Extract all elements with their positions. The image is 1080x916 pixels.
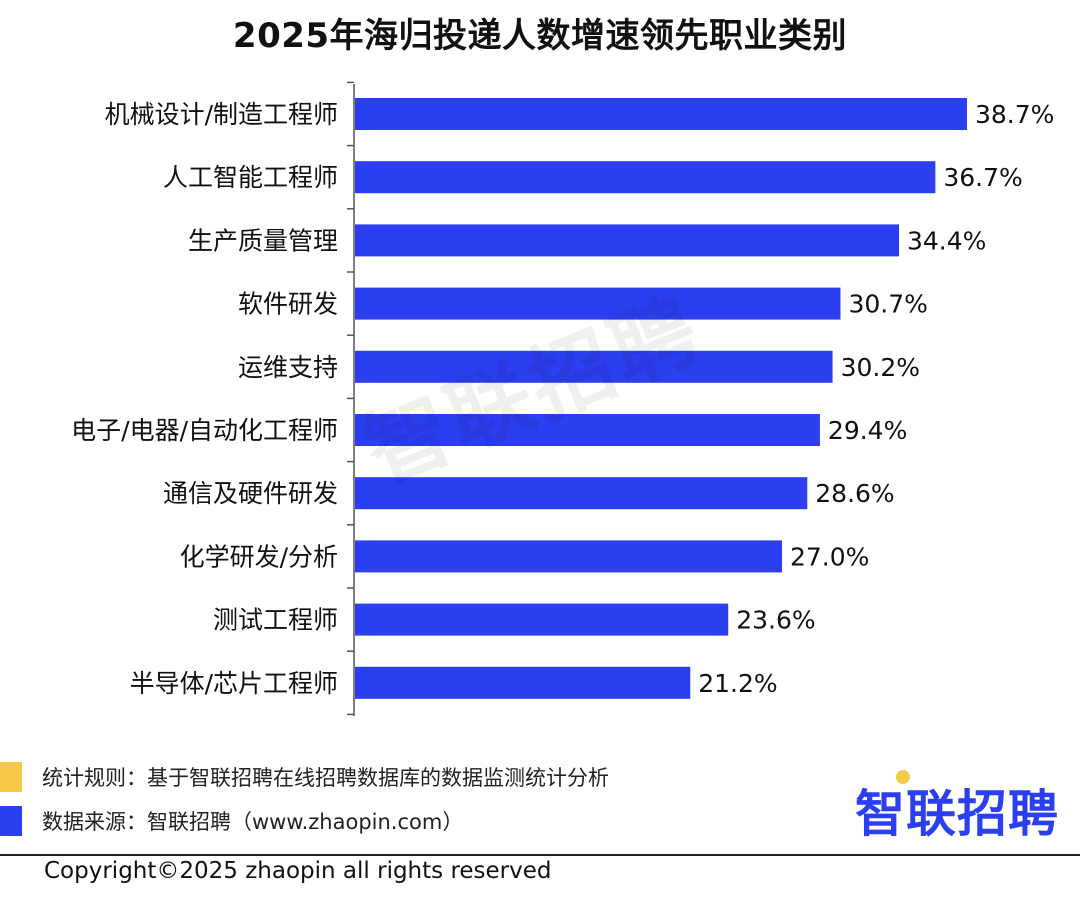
bar: [355, 98, 967, 130]
category-label: 软件研发: [238, 290, 338, 319]
bar: [355, 414, 820, 446]
category-label: 生产质量管理: [188, 226, 338, 255]
zhaopin-logo: 智联招聘: [855, 785, 1059, 843]
chart-title: 2025年海归投递人数增速领先职业类别: [232, 16, 848, 56]
category-label: 半导体/芯片工程师: [130, 669, 338, 698]
logo-dot-icon: [896, 770, 910, 784]
bar-chart: 机械设计/制造工程师 38.7% 人工智能工程师 36.7% 生产质量管理 34.4% 软件…: [71, 81, 1054, 716]
value-label: 30.2%: [841, 353, 920, 382]
bar: [355, 603, 729, 636]
rule-swatch-icon: [0, 762, 22, 792]
bar: [355, 477, 808, 510]
copyright-text: Copyright©2025 zhaopin all rights reserv…: [44, 858, 552, 884]
value-label: 28.6%: [815, 479, 894, 508]
bar: [355, 666, 691, 699]
source-swatch-icon: [0, 806, 22, 836]
bar: [355, 540, 782, 573]
category-label: 机械设计/制造工程师: [105, 100, 338, 129]
bar: [355, 287, 841, 320]
category-label: 人工智能工程师: [163, 163, 338, 192]
value-label: 27.0%: [790, 542, 869, 571]
category-label: 测试工程师: [213, 606, 338, 635]
value-label: 29.4%: [828, 416, 907, 445]
value-label: 23.6%: [736, 606, 815, 635]
bar: [355, 350, 833, 383]
footnote-source-text: 数据来源：智联招聘（www.zhaopin.com）: [42, 810, 464, 834]
category-label: 电子/电器/自动化工程师: [71, 416, 338, 445]
value-label: 30.7%: [848, 290, 927, 319]
value-label: 38.7%: [975, 100, 1054, 129]
footnote-rule-text: 统计规则：基于智联招聘在线招聘数据库的数据监测统计分析: [42, 766, 609, 790]
category-label: 化学研发/分析: [180, 542, 338, 571]
footer-divider: [0, 854, 1080, 856]
value-label: 21.2%: [698, 669, 777, 698]
bar: [355, 224, 899, 257]
category-label: 运维支持: [238, 353, 338, 382]
value-label: 36.7%: [943, 163, 1022, 192]
category-label: 通信及硬件研发: [163, 479, 338, 508]
value-label: 34.4%: [907, 226, 986, 255]
bar: [355, 161, 936, 194]
